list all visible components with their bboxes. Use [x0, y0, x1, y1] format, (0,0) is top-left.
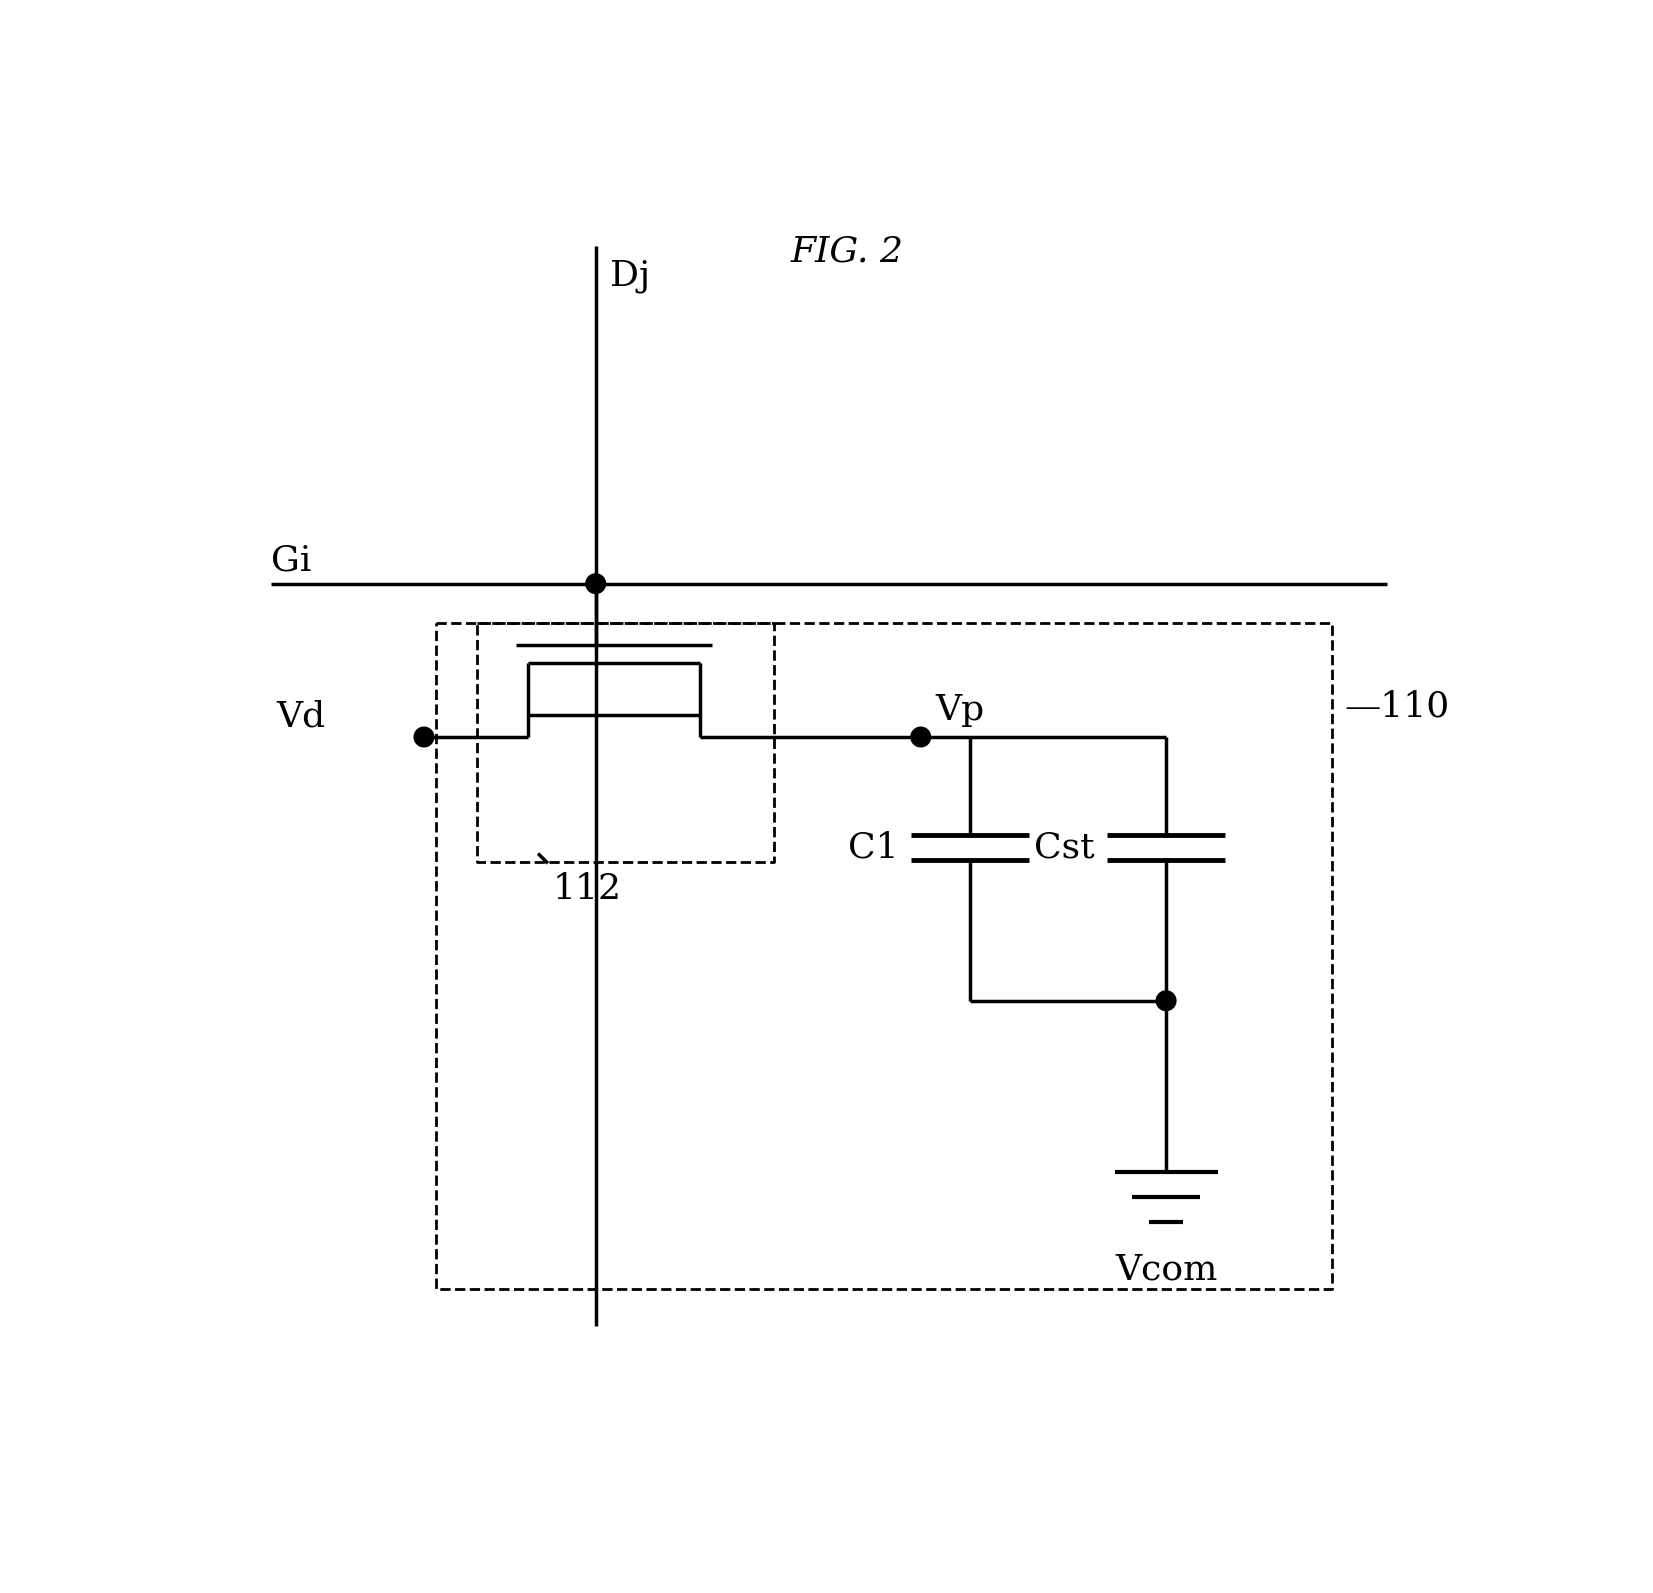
Text: —110: —110: [1344, 690, 1450, 723]
Circle shape: [1155, 991, 1175, 1010]
Text: Gi: Gi: [271, 543, 311, 578]
Text: 112: 112: [552, 871, 622, 906]
Text: Vcom: Vcom: [1114, 1252, 1217, 1286]
Text: C1: C1: [848, 830, 899, 865]
Text: Vp: Vp: [936, 693, 985, 726]
Text: Vd: Vd: [276, 699, 326, 733]
Text: Dj: Dj: [610, 258, 651, 293]
Circle shape: [585, 573, 605, 594]
Circle shape: [911, 726, 931, 747]
Text: FIG. 2: FIG. 2: [790, 234, 904, 268]
Circle shape: [415, 726, 433, 747]
Text: Cst: Cst: [1035, 830, 1094, 865]
